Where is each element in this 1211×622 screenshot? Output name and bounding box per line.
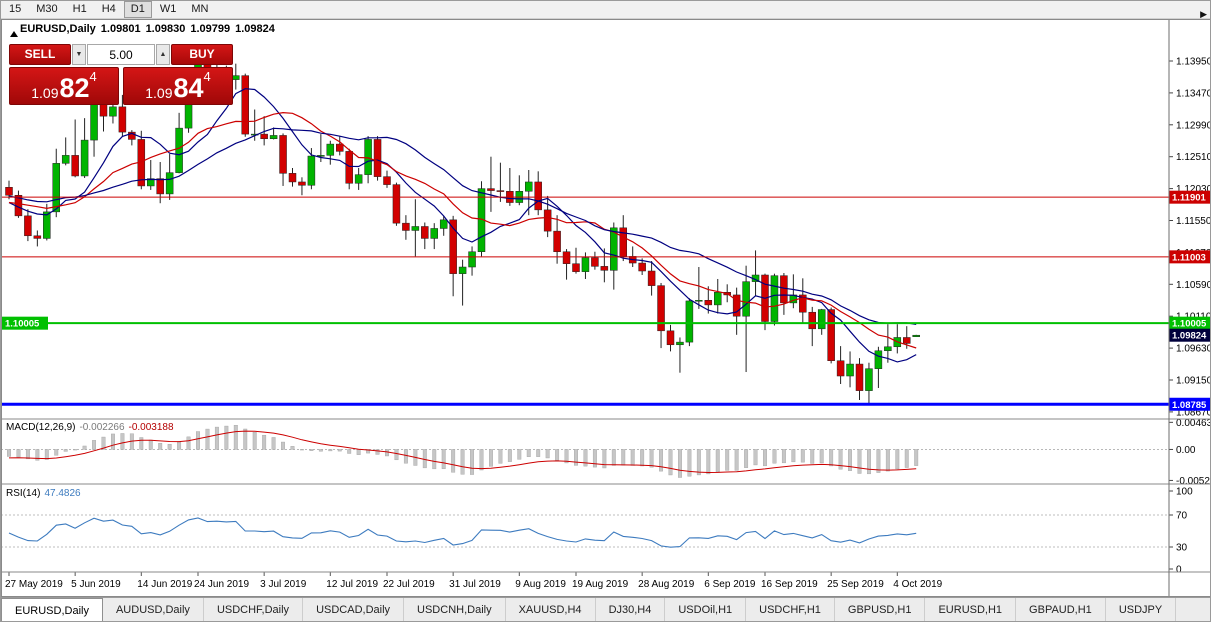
chart-tab-usdjpy[interactable]: USDJPY <box>1106 598 1177 621</box>
svg-text:0.00: 0.00 <box>1176 445 1196 456</box>
svg-text:27 May 2019: 27 May 2019 <box>5 579 63 590</box>
rsi-indicator-label: RSI(14) 47.4826 <box>6 488 85 499</box>
tab-scroll-right-icon[interactable]: ▶ <box>1200 9 1207 19</box>
pane-separators <box>1 19 1210 597</box>
chart-symbol-period: EURUSD,Daily <box>20 23 96 35</box>
svg-text:1.09150: 1.09150 <box>1176 376 1211 387</box>
chart-tab-gbpusd-h1[interactable]: GBPUSD,H1 <box>835 598 926 621</box>
svg-text:6 Sep 2019: 6 Sep 2019 <box>704 579 756 590</box>
bid-pipette: 4 <box>89 69 97 84</box>
svg-text:5 Jun 2019: 5 Jun 2019 <box>71 579 121 590</box>
ohlc-open: 1.09801 <box>100 23 141 35</box>
svg-text:1.12510: 1.12510 <box>1176 152 1211 163</box>
svg-text:3 Jul 2019: 3 Jul 2019 <box>260 579 307 590</box>
svg-text:1.11550: 1.11550 <box>1176 216 1211 227</box>
timeframe-button-h4[interactable]: H4 <box>95 1 123 18</box>
macd-pane: 0.00463 0.00 -0.00529 <box>1 418 1211 487</box>
chart-tab-usdcnh-daily[interactable]: USDCNH,Daily <box>404 598 506 621</box>
moving-averages-layer <box>8 88 917 363</box>
svg-text:9 Aug 2019: 9 Aug 2019 <box>515 579 566 590</box>
ask-pipette: 4 <box>203 69 211 84</box>
svg-text:1.08785: 1.08785 <box>1172 400 1207 411</box>
chart-tab-bar: EURUSD,Daily AUDUSD,Daily USDCHF,Daily USDC… <box>1 597 1210 621</box>
chart-tab-audusd-daily[interactable]: AUDUSD,Daily <box>103 598 204 621</box>
svg-text:1.12030: 1.12030 <box>1176 184 1211 195</box>
svg-text:-0.00529: -0.00529 <box>1176 476 1211 487</box>
svg-text:19 Aug 2019: 19 Aug 2019 <box>572 579 629 590</box>
svg-text:12 Jul 2019: 12 Jul 2019 <box>326 579 378 590</box>
svg-text:100: 100 <box>1176 487 1193 498</box>
ohlc-low: 1.09799 <box>190 23 231 35</box>
price-chart[interactable]: 1.13950 1.13470 1.12990 1.12510 1.12030 1.115… <box>1 19 1211 597</box>
chart-tab-xauusd-h4[interactable]: XAUUSD,H4 <box>506 598 596 621</box>
svg-text:70: 70 <box>1176 511 1188 522</box>
volume-decrease-button[interactable]: ▼ <box>72 44 86 65</box>
macd-signal-value: -0.003188 <box>128 422 174 433</box>
bid-prefix: 1.09 <box>31 85 59 101</box>
one-click-collapse-icon[interactable] <box>10 31 18 37</box>
chart-tab-usdchf-h1[interactable]: USDCHF,H1 <box>746 598 835 621</box>
chart-tab-eurusd-h1[interactable]: EURUSD,H1 <box>925 598 1017 621</box>
svg-text:4 Oct 2019: 4 Oct 2019 <box>893 579 942 590</box>
chart-title: EURUSD,Daily 1.09801 1.09830 1.09799 1.09824 <box>20 23 280 35</box>
svg-text:1.08670: 1.08670 <box>1176 407 1211 418</box>
timeframe-button-15[interactable]: 15 <box>2 1 28 18</box>
svg-text:0.00463: 0.00463 <box>1176 418 1211 429</box>
chart-tab-usdoil-h1[interactable]: USDOil,H1 <box>665 598 747 621</box>
svg-text:31 Jul 2019: 31 Jul 2019 <box>449 579 501 590</box>
sell-price-button[interactable]: 1.09 82 4 <box>9 67 119 105</box>
svg-text:28 Aug 2019: 28 Aug 2019 <box>638 579 695 590</box>
horizontal-lines-layer[interactable]: 1.11901 1.11003 1.10005 1.10005 1.08785 1.098… <box>1 190 1211 411</box>
timeframe-button-w1[interactable]: W1 <box>153 1 184 18</box>
svg-text:25 Sep 2019: 25 Sep 2019 <box>827 579 884 590</box>
chart-background <box>1 19 1210 597</box>
buy-price-button[interactable]: 1.09 84 4 <box>123 67 233 105</box>
timeframe-toolbar: 15 M30 H1 H4 D1 W1 MN <box>1 1 1210 19</box>
bid-big-digits: 82 <box>59 73 90 103</box>
svg-text:1.10590: 1.10590 <box>1176 280 1211 291</box>
chart-tab-usdcad-daily[interactable]: USDCAD,Daily <box>303 598 405 621</box>
timeframe-button-m30[interactable]: M30 <box>29 1 64 18</box>
svg-text:22 Jul 2019: 22 Jul 2019 <box>383 579 435 590</box>
svg-text:1.10005: 1.10005 <box>1172 319 1207 330</box>
macd-name: MACD(12,26,9) <box>6 422 76 433</box>
ask-prefix: 1.09 <box>145 85 173 101</box>
svg-text:1.13470: 1.13470 <box>1176 88 1211 99</box>
volume-increase-button[interactable]: ▲ <box>156 44 170 65</box>
ohlc-close: 1.09824 <box>235 23 275 35</box>
svg-text:30: 30 <box>1176 543 1188 554</box>
current-price-label <box>1169 328 1210 342</box>
timeframe-button-h1[interactable]: H1 <box>66 1 94 18</box>
rsi-value: 47.4826 <box>44 488 81 499</box>
rsi-pane: 100 70 30 0 <box>1 487 1193 576</box>
date-axis[interactable]: 27 May 2019 5 Jun 2019 14 Jun 2019 24 Jun 2… <box>5 572 943 590</box>
svg-text:16 Sep 2019: 16 Sep 2019 <box>761 579 818 590</box>
macd-value: -0.002266 <box>79 422 125 433</box>
timeframe-button-d1[interactable]: D1 <box>123 1 152 18</box>
svg-text:1.12990: 1.12990 <box>1176 120 1211 131</box>
timeframe-button-mn[interactable]: MN <box>184 1 215 18</box>
svg-text:0: 0 <box>1176 565 1182 576</box>
ask-big-digits: 84 <box>173 73 204 103</box>
svg-text:1.09824: 1.09824 <box>1172 331 1207 342</box>
svg-text:1.11901: 1.11901 <box>1172 193 1207 204</box>
buy-button[interactable]: BUY <box>171 44 233 65</box>
volume-input[interactable] <box>87 44 155 65</box>
chart-tab-dj30-h4[interactable]: DJ30,H4 <box>596 598 666 621</box>
chart-tab-gbpaud-h1[interactable]: GBPAUD,H1 <box>1016 598 1106 621</box>
sell-button[interactable]: SELL <box>9 44 71 65</box>
chart-tab-eurusd-daily[interactable]: EURUSD,Daily <box>1 598 103 621</box>
chart-tab-usdchf-daily[interactable]: USDCHF,Daily <box>204 598 304 621</box>
rsi-name: RSI(14) <box>6 488 41 499</box>
svg-text:1.13950: 1.13950 <box>1176 57 1211 68</box>
svg-text:1.10005: 1.10005 <box>5 319 40 330</box>
ohlc-high: 1.09830 <box>145 23 186 35</box>
svg-text:24 Jun 2019: 24 Jun 2019 <box>194 579 249 590</box>
svg-text:1.11003: 1.11003 <box>1172 252 1206 263</box>
svg-text:1.09630: 1.09630 <box>1176 344 1211 355</box>
svg-text:14 Jun 2019: 14 Jun 2019 <box>137 579 192 590</box>
macd-indicator-label: MACD(12,26,9) -0.002266 -0.003188 <box>6 422 178 433</box>
